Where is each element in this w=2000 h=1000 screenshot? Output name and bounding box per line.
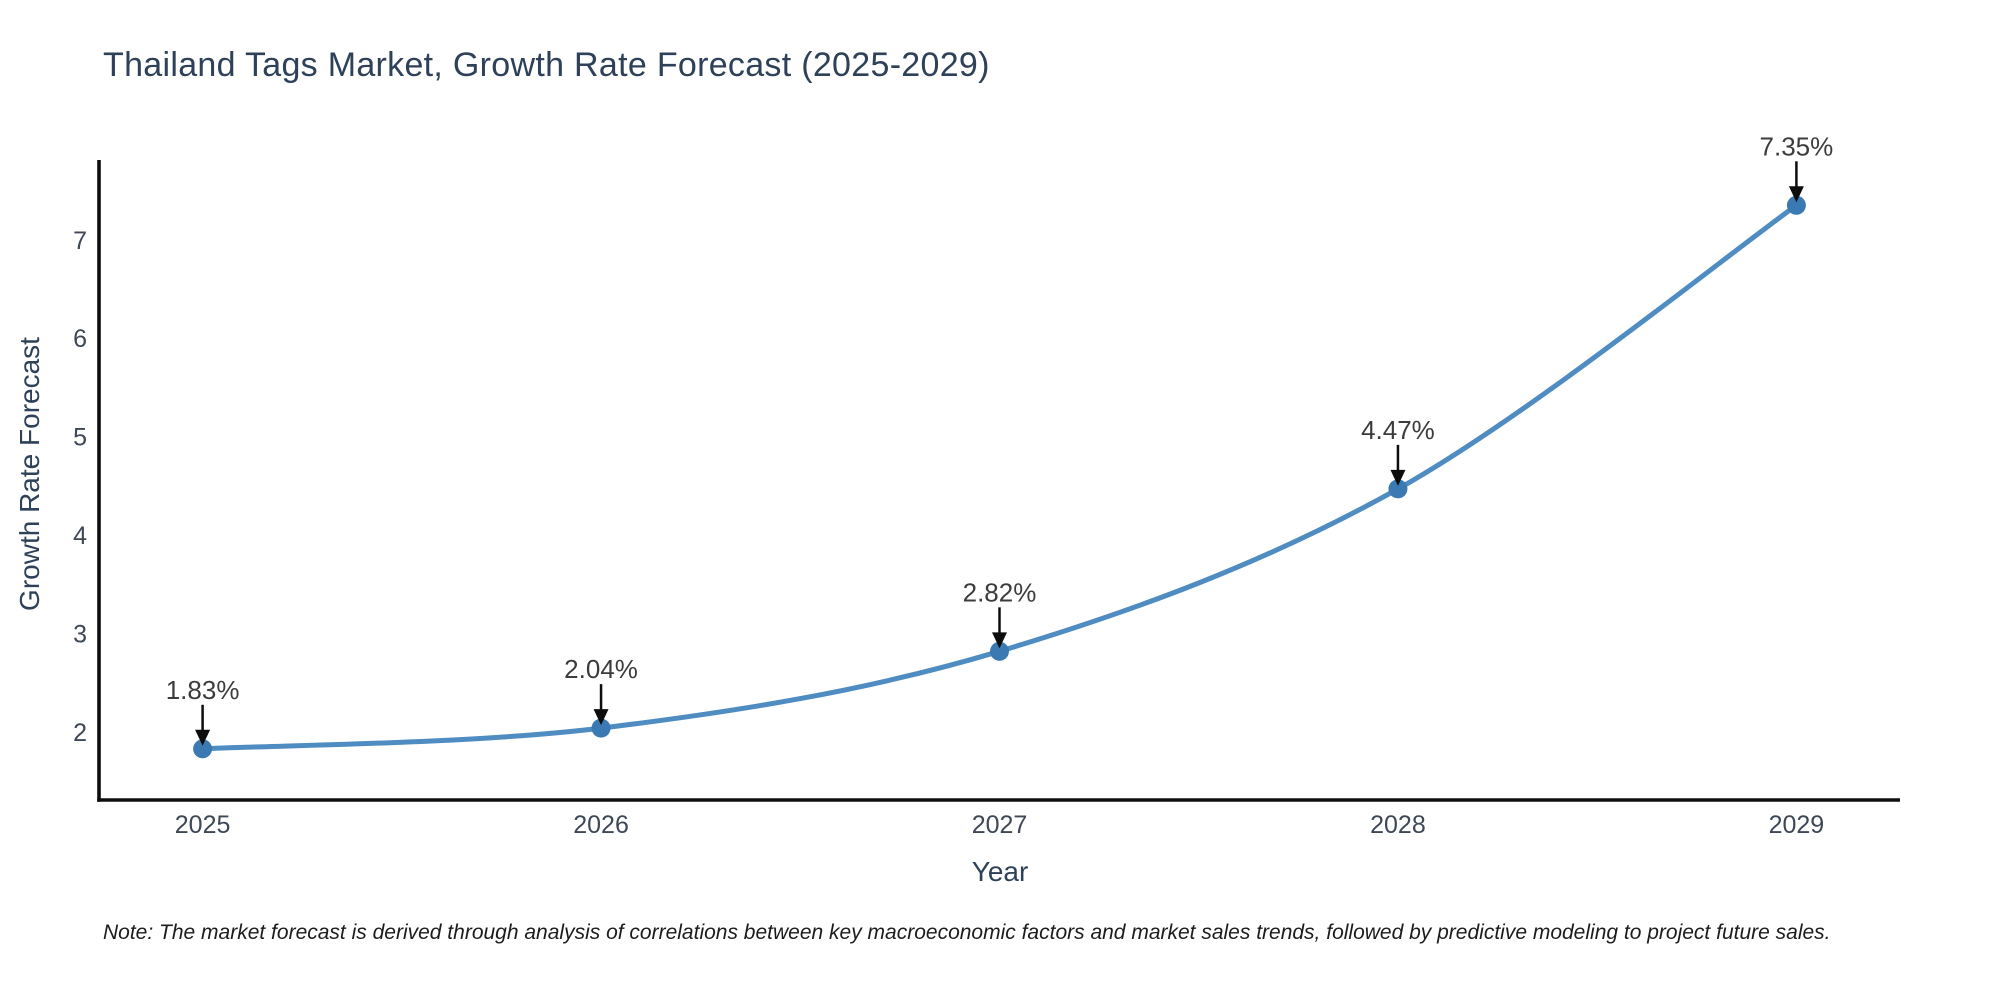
data-point-label: 4.47% [1361,415,1435,445]
annotation-arrowhead-icon [195,729,211,746]
data-point-marker [1786,195,1806,215]
data-point-label: 2.82% [963,577,1037,607]
x-tick-label: 2026 [573,811,629,839]
data-point-marker [591,718,611,738]
data-point-marker [193,739,213,759]
chart-title: Thailand Tags Market, Growth Rate Foreca… [103,46,990,84]
annotation-arrowhead-icon [1788,186,1804,203]
annotation-arrowhead-icon [593,709,609,726]
annotation-arrowhead-icon [1390,469,1406,486]
data-point-label: 2.04% [564,654,638,684]
data-point-marker [1388,479,1408,499]
x-tick-label: 2027 [972,811,1028,839]
y-tick-label: 7 [73,227,87,255]
x-tick-label: 2028 [1370,811,1426,839]
data-point-marker [990,641,1009,661]
y-tick-label: 6 [73,325,87,353]
x-tick-label: 2025 [175,811,231,839]
y-tick-label: 4 [73,522,87,550]
data-point-label: 1.83% [166,675,240,705]
forecast-line [200,202,1799,752]
y-tick-label: 5 [73,424,87,452]
x-tick-label: 2029 [1769,811,1825,839]
data-point-label: 7.35% [1760,131,1834,161]
annotation-arrowhead-icon [992,632,1007,649]
footnote: Note: The market forecast is derived thr… [103,921,1831,944]
y-tick-label: 3 [73,621,87,649]
y-tick-label: 2 [73,719,87,747]
x-axis-title: Year [971,856,1029,887]
